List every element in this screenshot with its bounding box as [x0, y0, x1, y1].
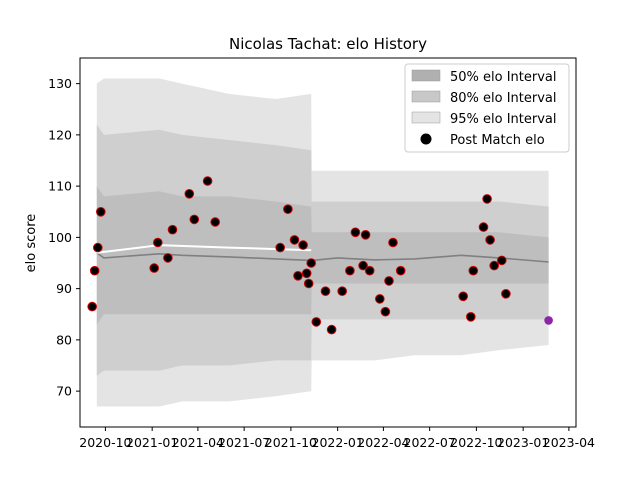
- post-match-elo-point: [501, 289, 511, 299]
- post-match-elo-point: [149, 263, 159, 273]
- post-match-elo-point: [189, 214, 200, 225]
- x-tick-label: 2023-04: [543, 435, 595, 450]
- post-match-elo-point: [380, 306, 391, 317]
- x-tick-label: 2022-07: [404, 435, 456, 450]
- x-tick-label: 2020-10: [79, 435, 131, 450]
- band-50-interval: [96, 186, 549, 325]
- y-tick-label: 110: [48, 179, 72, 194]
- post-match-elo-point: [87, 301, 97, 312]
- post-match-elo-point: [388, 237, 398, 248]
- post-match-elo-point: [326, 324, 337, 335]
- post-match-elo-point: [89, 265, 100, 276]
- x-tick-label: 2021-04: [172, 435, 224, 450]
- post-match-elo-point: [466, 312, 476, 322]
- y-tick-label: 120: [48, 127, 72, 142]
- post-match-elo-point: [275, 242, 286, 253]
- post-match-elo-point: [303, 278, 314, 289]
- y-tick-label: 130: [48, 76, 72, 91]
- post-match-elo-point: [301, 268, 312, 279]
- post-match-elo-point: [375, 294, 385, 304]
- post-match-elo-point: [283, 204, 293, 214]
- post-match-elo-point: [289, 235, 300, 245]
- y-axis-label: elo score: [24, 214, 39, 273]
- post-match-elo-point: [96, 207, 106, 217]
- post-match-elo-point: [468, 265, 479, 276]
- post-match-elo-point: [306, 258, 317, 268]
- post-match-elo-point: [478, 222, 489, 232]
- post-match-elo-point: [202, 176, 213, 186]
- post-match-elo-point: [482, 194, 492, 204]
- plot-frame: [79, 57, 577, 428]
- legend-label-band95: 95% elo Interval: [450, 112, 557, 127]
- post-match-elo-point: [458, 291, 469, 302]
- post-match-elo-point: [311, 317, 322, 327]
- post-match-elo-point: [153, 237, 163, 248]
- y-tick-label: 100: [48, 230, 72, 245]
- post-match-elo-point: [167, 224, 178, 235]
- x-tick-label: 2021-01: [126, 435, 178, 450]
- post-match-elo-points: [87, 176, 553, 335]
- post-match-elo-point: [293, 271, 303, 281]
- post-match-elo-point: [364, 265, 375, 276]
- legend-label-band80: 80% elo Interval: [450, 91, 557, 106]
- legend-label-band50: 50% elo Interval: [450, 70, 557, 85]
- y-tick-label: 80: [56, 332, 72, 347]
- post-match-elo-point: [320, 286, 331, 297]
- x-tick-label: 2021-07: [218, 435, 270, 450]
- highlight-elo-line: [96, 244, 312, 254]
- post-match-elo-point: [485, 235, 495, 245]
- post-match-elo-point: [210, 217, 220, 227]
- post-match-elo-point: [345, 265, 355, 276]
- post-match-elo-point: [350, 227, 361, 238]
- post-match-elo-point: [489, 260, 500, 271]
- legend-marker-post-match: [420, 133, 432, 145]
- post-match-elo-point: [497, 255, 507, 266]
- legend-swatch-band95: [411, 111, 441, 124]
- x-axis: 2020-102021-012021-042021-072021-102022-…: [79, 427, 595, 450]
- legend-label-post-match: Post Match elo: [450, 133, 545, 148]
- legend: 50% elo Interval 80% elo Interval 95% el…: [404, 63, 570, 153]
- forecast-elo-point: [544, 316, 553, 325]
- post-match-elo-point: [395, 265, 406, 276]
- post-match-elo-point: [163, 253, 173, 263]
- post-match-elo-point: [337, 286, 348, 297]
- x-tick-label: 2021-10: [265, 435, 317, 450]
- x-tick-label: 2022-01: [312, 435, 364, 450]
- y-tick-label: 70: [56, 384, 72, 399]
- y-tick-label: 90: [56, 281, 72, 296]
- post-match-elo-point: [358, 260, 368, 271]
- post-match-elo-point: [298, 240, 308, 250]
- legend-swatch-band80: [411, 90, 441, 103]
- x-tick-label: 2022-10: [450, 435, 502, 450]
- x-tick-label: 2023-01: [497, 435, 549, 450]
- post-match-elo-point: [93, 242, 103, 253]
- x-tick-label: 2022-04: [357, 435, 409, 450]
- legend-swatch-band50: [411, 69, 441, 82]
- post-match-elo-point: [384, 276, 394, 286]
- post-match-elo-point: [184, 189, 195, 199]
- chart-title: Nicolas Tachat: elo History: [229, 35, 427, 53]
- y-axis: 70 80 90 100 110 120 130: [48, 76, 80, 399]
- elo-interval-bands: [96, 78, 549, 407]
- post-match-elo-point: [360, 230, 371, 240]
- legend-box: [404, 63, 570, 153]
